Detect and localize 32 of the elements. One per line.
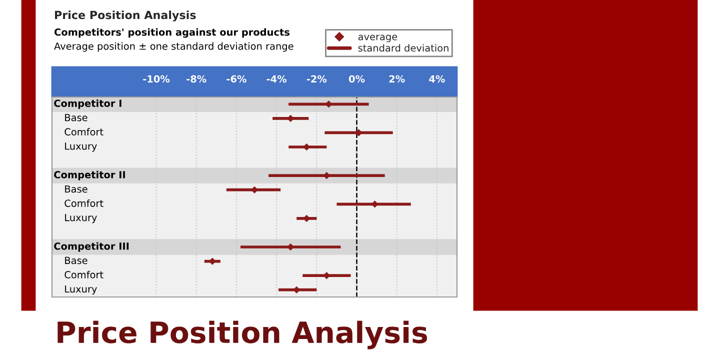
bar [240,246,341,248]
y-tick-label: Competitor I [54,99,122,109]
y-tick-label: Comfort [64,128,104,136]
y-tick-label: Competitor III [54,242,129,252]
bar [226,188,281,192]
y-tick-label: Comfort [64,199,104,207]
y-tick-label: Comfort [64,270,104,278]
x-tick-label: -4% [266,75,287,83]
x-tick-label: 2% [389,75,405,83]
y-tick-label: Base [65,114,88,122]
x-tick-label: -8% [186,75,206,83]
x-tick-label: -10% [143,75,170,83]
bar [288,102,369,106]
y-tick-label: Luxury [65,285,97,295]
legend-label: average [358,34,398,42]
x-tick-label: 4% [429,75,445,83]
bar [302,274,351,277]
y-tick-label: Luxury [65,214,97,224]
y-tick-label: Base [65,256,88,264]
text: Price Position Analysis [58,320,428,350]
text: Competitors' position against our products [54,28,290,38]
bar [268,174,385,177]
text: Average position ± one standard deviation range [54,42,294,52]
chart-title: Price Position Analysis [55,10,196,22]
y-tick-label: Luxury [65,142,97,152]
y-tick-label: Competitor II [54,170,125,180]
legend-label: standard deviation [358,44,448,52]
y-tick-label: Base [65,185,88,193]
bar [336,202,411,206]
x-tick-label: -6% [226,75,246,83]
x-tick-label: -2% [306,75,327,83]
x-tick-label: 0% [348,75,365,83]
